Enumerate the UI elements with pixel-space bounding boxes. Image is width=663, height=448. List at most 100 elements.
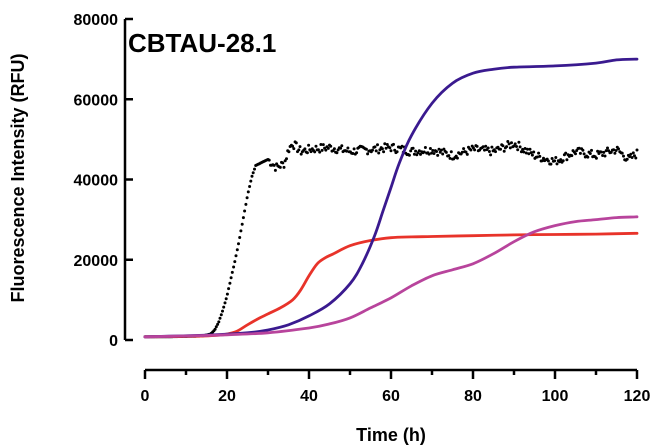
- data-point: [441, 152, 445, 156]
- data-point: [469, 148, 473, 152]
- data-point: [324, 148, 328, 152]
- data-point: [267, 158, 271, 162]
- data-point: [517, 140, 521, 144]
- data-point: [550, 157, 554, 160]
- y-axis-ticks: 0 20000 40000 60000 80000: [74, 12, 133, 350]
- x-tick-label: 0: [141, 388, 150, 405]
- series-dots-0: [143, 140, 639, 339]
- x-tick-label: 100: [542, 388, 569, 405]
- data-point: [380, 147, 384, 151]
- data-point: [414, 149, 418, 153]
- data-point: [217, 320, 221, 324]
- data-point: [555, 162, 559, 166]
- data-point: [631, 151, 635, 155]
- data-point: [507, 142, 511, 146]
- data-point: [515, 145, 518, 148]
- chart-title: CBTAU-28.1: [128, 28, 276, 58]
- data-point: [532, 150, 536, 154]
- data-point: [473, 148, 477, 152]
- y-tick-label: 60000: [74, 92, 119, 109]
- data-point: [285, 157, 288, 161]
- data-point: [246, 190, 250, 194]
- data-point: [371, 148, 374, 152]
- x-tick-label: 20: [218, 388, 236, 405]
- data-point: [243, 209, 247, 213]
- data-point: [489, 153, 493, 157]
- data-point: [448, 156, 452, 160]
- y-tick-label: 40000: [74, 173, 119, 190]
- data-point: [527, 152, 531, 156]
- data-point: [253, 167, 256, 171]
- plot-area: [143, 57, 639, 339]
- data-point: [436, 153, 440, 157]
- data-point: [435, 150, 438, 153]
- data-point: [318, 150, 322, 154]
- data-point: [430, 151, 434, 155]
- data-point: [528, 147, 532, 151]
- data-point: [630, 156, 634, 159]
- data-point: [376, 143, 379, 147]
- data-point: [519, 150, 523, 154]
- data-point: [596, 149, 600, 153]
- data-point: [273, 168, 277, 172]
- y-axis-title: Fluorescence Intensity (RFU): [8, 53, 28, 302]
- data-point: [234, 254, 238, 258]
- data-point: [577, 146, 581, 150]
- data-point: [629, 152, 633, 156]
- data-point: [465, 152, 469, 156]
- data-point: [389, 149, 393, 153]
- data-point: [554, 156, 558, 159]
- data-point: [225, 292, 229, 296]
- data-point: [549, 162, 553, 166]
- data-point: [590, 148, 593, 152]
- data-point: [506, 140, 510, 143]
- data-point: [565, 158, 569, 162]
- data-point: [594, 156, 598, 160]
- data-point: [417, 149, 421, 153]
- data-point: [529, 151, 533, 155]
- data-point: [481, 145, 485, 149]
- data-point: [340, 144, 344, 148]
- data-point: [233, 260, 237, 264]
- data-point: [578, 151, 582, 155]
- data-point: [352, 147, 356, 151]
- data-point: [272, 163, 276, 167]
- data-point: [522, 150, 526, 154]
- series-line-3: [143, 215, 639, 339]
- data-point: [540, 159, 544, 163]
- x-axis-ticks: 0 20 40 60 80 100 120: [141, 370, 650, 405]
- data-point: [505, 145, 509, 149]
- data-point: [314, 144, 318, 148]
- data-point: [422, 150, 426, 154]
- data-point: [559, 158, 563, 162]
- data-point: [250, 174, 254, 178]
- data-point: [524, 151, 528, 155]
- data-point: [305, 151, 309, 155]
- data-point: [218, 316, 222, 320]
- data-point: [346, 146, 350, 150]
- data-point: [382, 150, 386, 154]
- series-line-2: [143, 57, 639, 339]
- data-point: [281, 161, 285, 165]
- data-point: [428, 147, 432, 150]
- data-point: [223, 301, 227, 305]
- data-point: [411, 146, 415, 150]
- data-point: [388, 146, 392, 150]
- data-point: [400, 144, 404, 148]
- data-point: [355, 151, 359, 155]
- data-point: [319, 143, 323, 146]
- data-point: [366, 152, 370, 156]
- data-point: [249, 179, 253, 183]
- data-point: [599, 150, 603, 154]
- data-point: [535, 155, 539, 159]
- x-tick-label: 40: [300, 388, 318, 405]
- data-point: [423, 146, 427, 149]
- data-point: [339, 146, 343, 150]
- data-point: [230, 270, 234, 274]
- y-tick-label: 80000: [74, 12, 119, 29]
- data-point: [490, 145, 494, 149]
- data-point: [462, 147, 466, 151]
- data-point: [251, 171, 255, 175]
- data-point: [542, 156, 545, 160]
